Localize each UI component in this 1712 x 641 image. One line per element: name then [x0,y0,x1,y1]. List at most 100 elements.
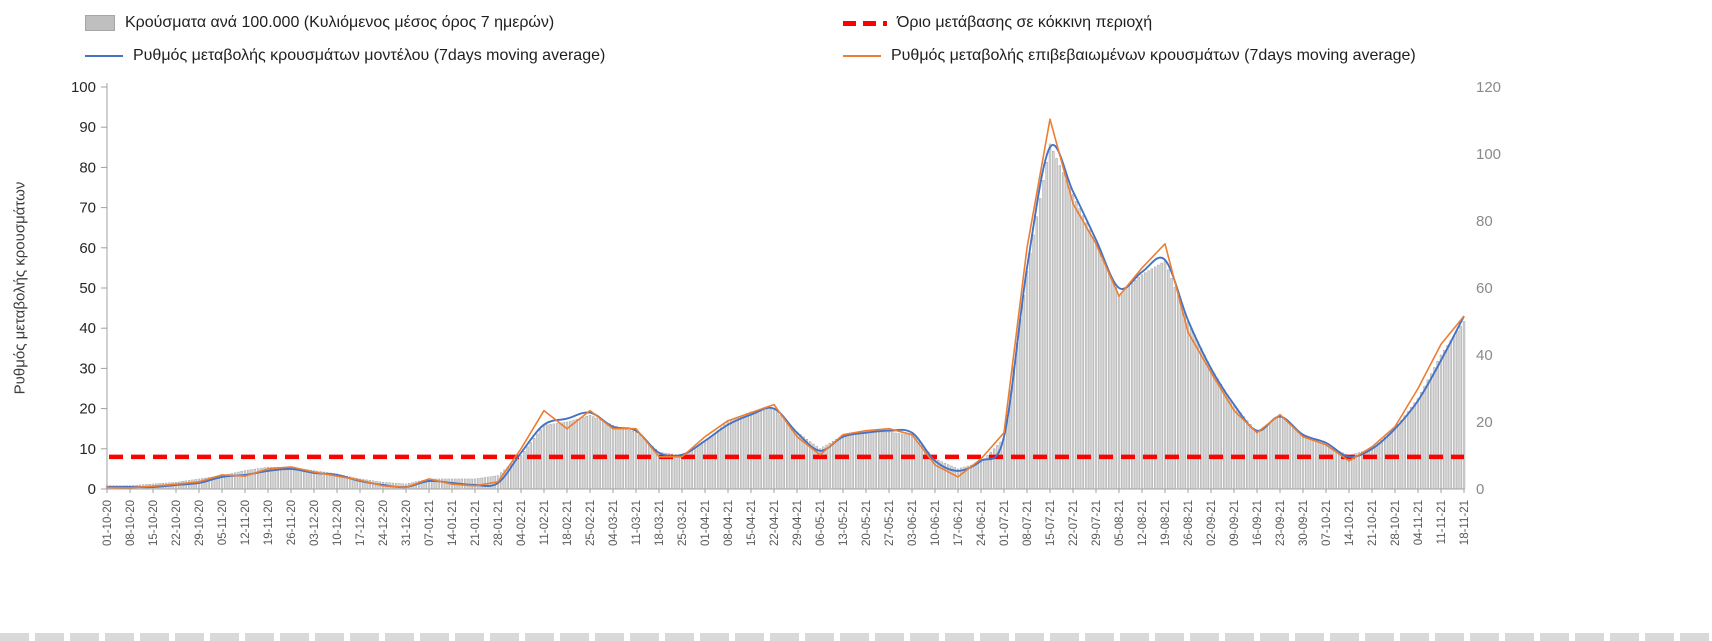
case-bar [526,446,529,490]
case-bar [894,432,897,490]
case-bar [608,423,611,490]
x-tick-label: 17-12-20 [355,500,367,546]
x-tick-label: 10-12-20 [332,500,344,546]
case-bar [753,411,756,490]
x-tick-label: 24-06-21 [976,500,988,546]
case-bar [739,416,743,490]
case-bar [293,467,296,490]
case-bar [828,442,832,490]
blue-model-line [106,144,1465,489]
case-bar [1117,294,1121,490]
case-bar [835,439,838,490]
case-bar [1052,150,1055,490]
case-bar [1048,143,1052,490]
case-bar [440,478,444,490]
case-bar [1308,438,1311,490]
case-bar [539,429,542,490]
case-bar [1318,442,1321,490]
case-bar [877,431,881,490]
case-bar [1410,406,1413,490]
case-bar [1282,417,1285,490]
x-tick-label: 04-03-21 [608,500,620,546]
right-tick-label: 80 [1476,213,1493,230]
case-bar [1193,334,1196,490]
x-tick-label: 12-08-21 [1137,500,1149,546]
case-bar [825,444,828,490]
case-bar [670,453,674,490]
legend-item-threshold[interactable]: Όριο μετάβασης σε κόκκινη περιοχή [843,8,1416,38]
x-tick-label: 11-11-21 [1436,500,1448,544]
case-bar [1301,435,1305,490]
case-bar [647,443,651,490]
case-bar [900,433,904,490]
case-bar [536,433,539,490]
case-bar [1058,165,1062,490]
case-bar [956,468,960,490]
legend-item-cases-bars[interactable]: Κρούσματα ανά 100.000 (Κυλιόμενος μέσος … [85,8,843,38]
case-bar [651,446,654,490]
case-bar [766,409,769,490]
case-bar [677,454,680,490]
case-bar [838,437,841,490]
x-tick-label: 13-05-21 [838,500,850,546]
case-bar [1377,442,1380,490]
case-bar [279,467,283,490]
legend-item-model-rate[interactable]: Ρυθμός μεταβολής κρουσμάτων μοντέλου (7d… [85,41,843,71]
case-bar [1298,432,1301,490]
x-tick-label: 02-09-21 [1206,500,1218,546]
case-bar [979,461,983,490]
case-bar [703,441,707,490]
case-bar [1374,445,1377,490]
case-bar [1068,186,1071,490]
x-tick-label: 15-04-21 [746,500,758,546]
case-bar [976,462,979,490]
x-tick-label: 08-04-21 [723,500,735,546]
case-bar [1249,424,1252,490]
case-bar [1038,198,1042,490]
case-bar [1423,385,1426,490]
x-tick-label: 19-11-20 [263,500,275,545]
case-bar [769,408,772,490]
legend-item-confirmed-rate[interactable]: Ρυθμός μεταβολής επιβεβαιωμένων κρουσμάτ… [843,41,1416,71]
bottom-scroll-strip[interactable] [0,633,1712,641]
blue-line-swatch-icon [85,55,123,57]
case-bar [1321,443,1324,490]
case-bar [874,431,878,490]
model-line [106,144,1465,489]
case-bar [1331,448,1334,490]
case-bar [1121,291,1124,490]
case-bar [1015,342,1019,490]
case-bar [1140,274,1144,490]
case-bar [1324,445,1328,490]
case-bar [1383,437,1387,490]
x-tick-label: 08-10-20 [125,500,137,546]
case-bar [1203,354,1206,490]
left-tick-label: 100 [71,79,96,96]
case-bar [289,467,293,490]
case-bar [477,478,480,490]
case-bar [532,438,536,490]
case-bar [914,438,917,490]
x-tick-label: 24-12-20 [378,500,390,546]
case-bar [565,421,569,490]
case-bar [785,421,789,490]
x-tick-label: 12-11-20 [240,500,252,545]
case-bar [1242,416,1246,490]
case-bar [1456,330,1459,490]
case-bar [693,447,697,490]
x-tick-label: 25-02-21 [585,500,597,546]
x-tick-label: 01-07-21 [999,500,1011,546]
x-tick-label: 15-07-21 [1045,500,1057,546]
case-bar [1429,373,1433,490]
case-bar [746,413,749,490]
case-bar [572,419,575,490]
case-bar [1413,402,1416,490]
case-bar [782,418,786,490]
case-bar [582,416,585,490]
x-tick-label: 18-02-21 [562,500,574,546]
case-bar [868,431,871,490]
case-bar [1042,180,1045,490]
case-bar [805,439,809,490]
x-tick-label: 04-02-21 [516,500,528,546]
